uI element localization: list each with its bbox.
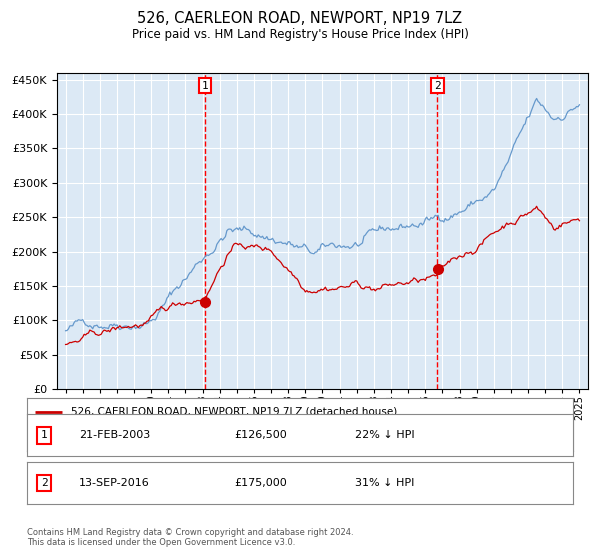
Text: 31% ↓ HPI: 31% ↓ HPI [355, 478, 414, 488]
Text: 2: 2 [41, 478, 47, 488]
Text: £126,500: £126,500 [235, 431, 287, 440]
Text: 21-FEB-2003: 21-FEB-2003 [79, 431, 150, 440]
Text: 526, CAERLEON ROAD, NEWPORT, NP19 7LZ (detached house): 526, CAERLEON ROAD, NEWPORT, NP19 7LZ (d… [71, 407, 397, 417]
Text: Price paid vs. HM Land Registry's House Price Index (HPI): Price paid vs. HM Land Registry's House … [131, 28, 469, 41]
Text: 526, CAERLEON ROAD, NEWPORT, NP19 7LZ: 526, CAERLEON ROAD, NEWPORT, NP19 7LZ [137, 11, 463, 26]
Text: £175,000: £175,000 [235, 478, 287, 488]
Text: 13-SEP-2016: 13-SEP-2016 [79, 478, 149, 488]
Text: 2: 2 [434, 81, 441, 91]
Text: 1: 1 [202, 81, 208, 91]
Text: Contains HM Land Registry data © Crown copyright and database right 2024.
This d: Contains HM Land Registry data © Crown c… [27, 528, 353, 547]
Text: 22% ↓ HPI: 22% ↓ HPI [355, 431, 414, 440]
Text: 1: 1 [41, 431, 47, 440]
Text: HPI: Average price, detached house, Newport: HPI: Average price, detached house, Newp… [71, 431, 308, 441]
